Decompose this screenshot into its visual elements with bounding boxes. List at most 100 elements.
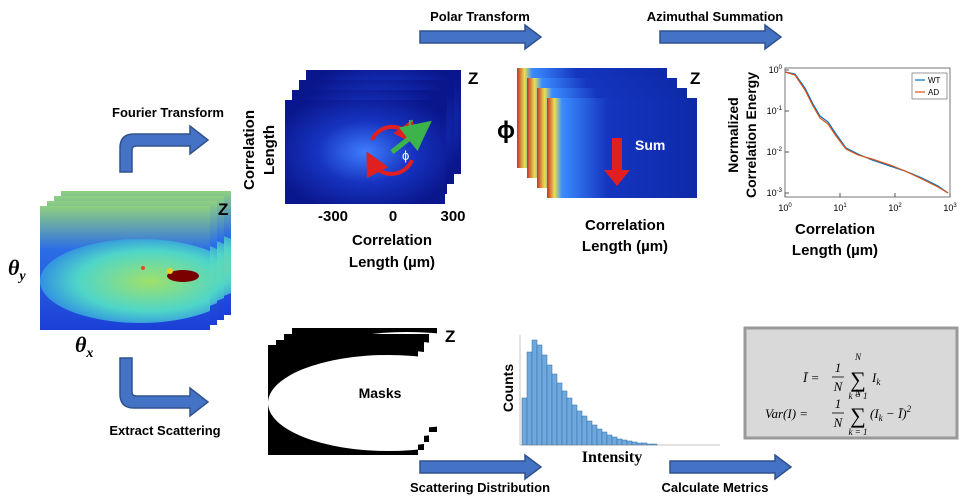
flow-arrow [420, 25, 541, 49]
label: 1 [835, 360, 842, 375]
label: 1 [835, 396, 842, 411]
body: Polar Transform Azimuthal Summation Four… [0, 0, 961, 496]
tick-label: 103 [943, 203, 957, 213]
circle [167, 268, 173, 274]
arrow-label: Calculate Metrics [662, 480, 769, 495]
label: ∑ [850, 403, 866, 428]
axis-label: Length (µm) [792, 242, 878, 259]
mask-label: Masks [359, 385, 402, 401]
rect [577, 411, 582, 445]
angle-label: ϕ [402, 148, 409, 163]
tick-label: 101 [833, 203, 847, 213]
axis-label: Length (µm) [349, 254, 435, 271]
page: Scattering analysis workflow {"flow_arro… [0, 0, 961, 496]
polar-stack [517, 68, 697, 198]
tick-base: 10 [888, 203, 898, 213]
rect [612, 437, 617, 445]
rect [637, 443, 642, 445]
histogram [520, 335, 720, 445]
z-label: Z [445, 327, 455, 346]
tick-exponent: -1 [777, 106, 783, 112]
rect [627, 441, 632, 445]
axis-label: Counts [500, 364, 516, 412]
axis-label: Correlation [585, 217, 665, 234]
flow-arrow [660, 25, 781, 49]
tick-exponent: 2 [898, 203, 902, 209]
rect [572, 405, 577, 445]
z-label: Z [690, 69, 700, 88]
rect [602, 432, 607, 445]
tick-exponent: -2 [777, 147, 783, 153]
legend-label: WT [928, 76, 941, 85]
axis-label: ϕ [497, 117, 515, 144]
rect [617, 439, 622, 445]
tick-label: 0 [389, 208, 397, 225]
tick-label: 100 [769, 65, 783, 75]
tick-base: 10 [769, 65, 779, 75]
label: N [833, 379, 844, 394]
flow-arrow [420, 455, 541, 479]
arrow-label: Polar Transform [430, 9, 530, 24]
tick-base: 10 [767, 147, 777, 157]
label: N [854, 352, 862, 362]
axis-label: Intensity [582, 449, 642, 466]
z-label: Z [468, 69, 478, 88]
rect [567, 398, 572, 445]
rect [592, 425, 597, 445]
label: Correlation Energy [743, 72, 759, 198]
circle [141, 266, 145, 270]
tick-base: 10 [833, 203, 843, 213]
rect [587, 421, 592, 445]
label: − Ī) [883, 406, 907, 421]
axis-label: Correlation [352, 232, 432, 249]
vector-label: r [408, 115, 413, 130]
ellipse [40, 239, 240, 323]
tick-label: -300 [318, 208, 348, 225]
rect [557, 383, 562, 445]
tick-label: 100 [778, 203, 792, 213]
label: k = 1 [848, 427, 867, 437]
rect [607, 435, 612, 445]
svg [40, 206, 240, 330]
rect [537, 345, 542, 445]
tick-base: 10 [778, 203, 788, 213]
rect [562, 391, 567, 445]
label: Var(I) = [765, 406, 808, 421]
tick-exponent: 0 [779, 65, 783, 71]
rect [642, 443, 647, 445]
flow-arrow [670, 455, 791, 479]
rect [622, 440, 627, 445]
arrow-label: Extract Scattering [109, 423, 220, 438]
sum-label: Sum [635, 137, 665, 153]
fourier-stack [285, 70, 461, 204]
axis-label: Correlation [795, 221, 875, 238]
ellipse [268, 355, 508, 451]
flow-arrow [120, 126, 208, 172]
tick-base: 10 [943, 203, 953, 213]
flow-arrow [120, 358, 208, 416]
arrow-label: Scattering Distribution [410, 480, 550, 495]
label: x [85, 346, 93, 361]
tick-label: 102 [888, 203, 902, 213]
rect [552, 374, 557, 445]
z-label: Z [218, 200, 228, 219]
tick-exponent: 0 [788, 203, 792, 209]
rect [632, 442, 637, 445]
tick-label: 10-1 [767, 106, 783, 116]
tick-label: 10-3 [767, 188, 783, 198]
rect [582, 416, 587, 445]
label: 2 [907, 404, 912, 414]
axis-label: θy [8, 255, 26, 284]
label: Correlation [241, 110, 258, 190]
rect [285, 100, 445, 204]
rect [597, 429, 602, 445]
text: (Ik − Ī)2 [870, 404, 912, 423]
arrow-label: Fourier Transform [112, 105, 224, 120]
label: θ [8, 255, 20, 280]
figure: Polar Transform Azimuthal Summation Four… [0, 0, 961, 496]
rect [542, 355, 547, 445]
rect [612, 138, 622, 172]
